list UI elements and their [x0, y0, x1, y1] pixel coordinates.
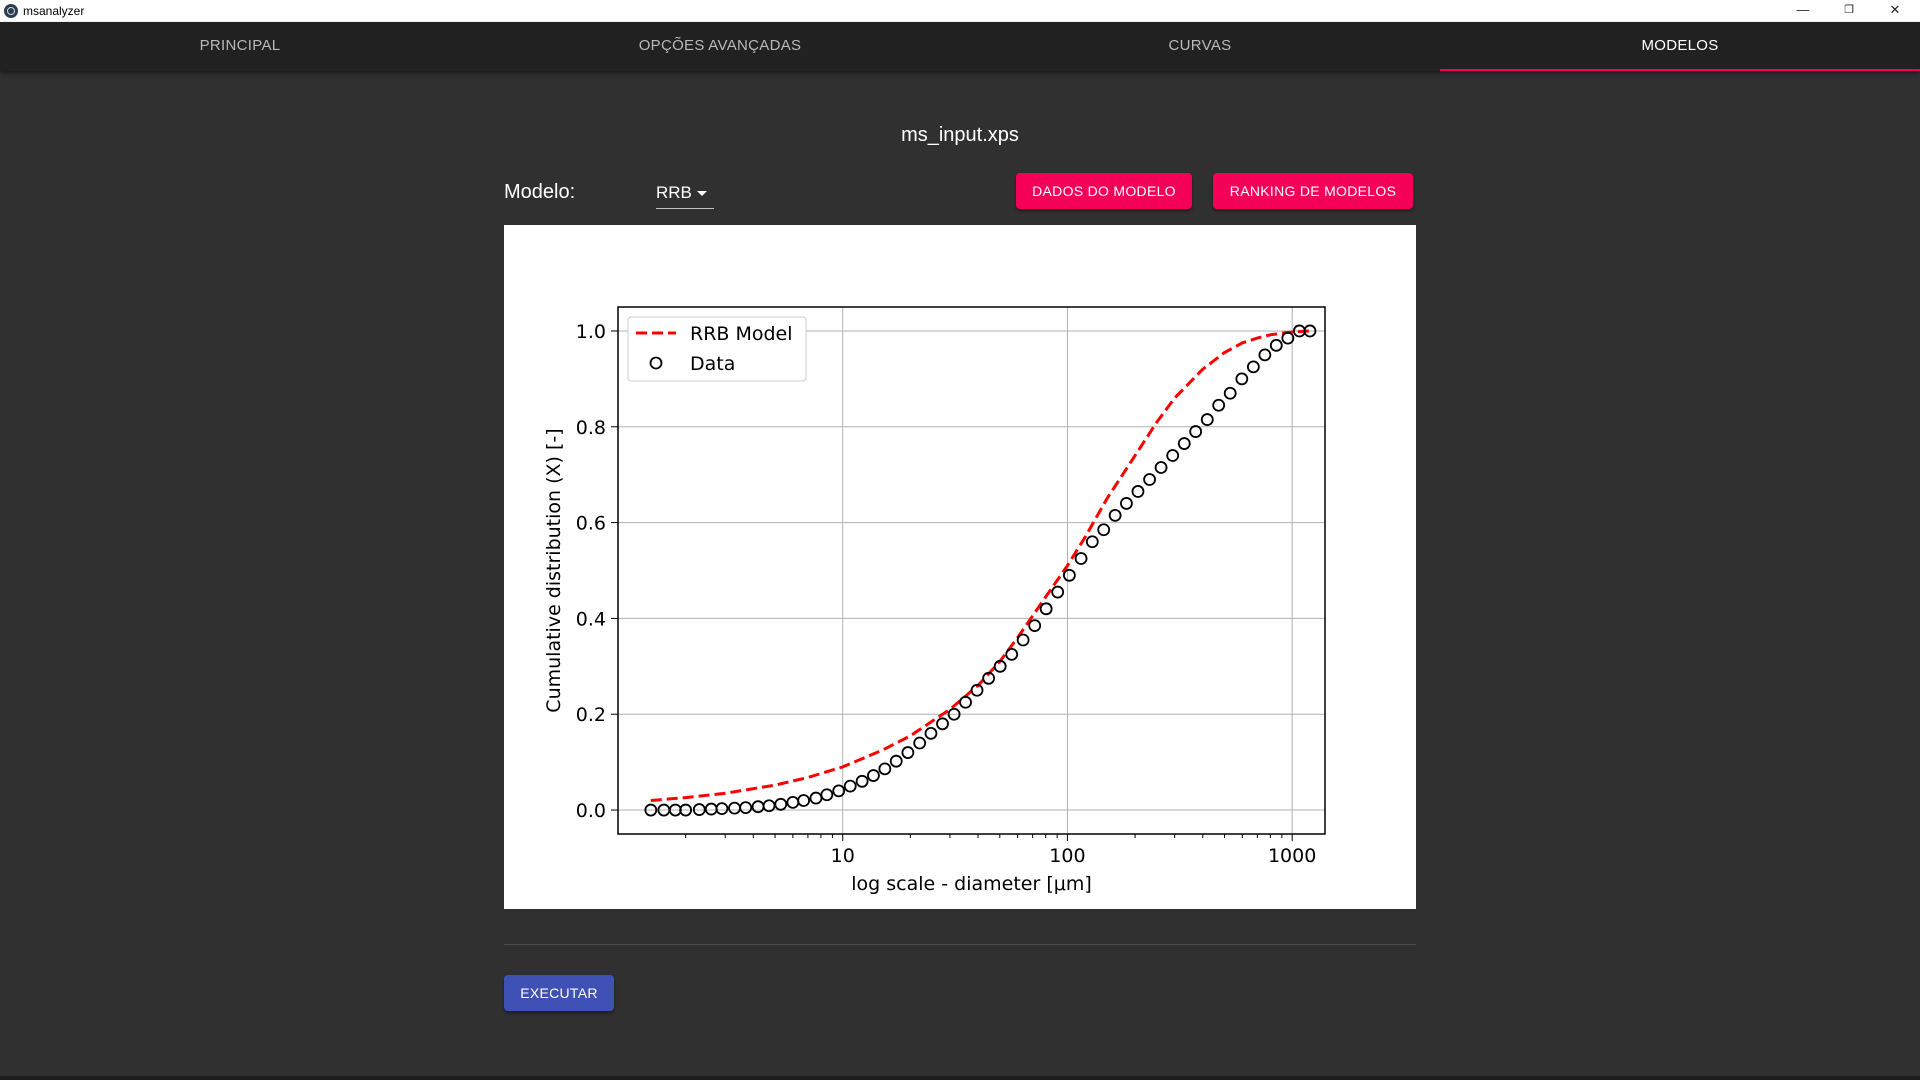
data-point	[878, 762, 892, 776]
rrb-model-curve	[650, 329, 1311, 802]
data-point	[1269, 338, 1283, 352]
y-tick-label: 0.4	[576, 608, 606, 630]
data-point	[832, 784, 846, 798]
data-point	[1085, 535, 1099, 549]
section-divider	[504, 944, 1416, 945]
model-ranking-button[interactable]: RANKING DE MODELOS	[1213, 173, 1413, 209]
data-point	[843, 779, 857, 793]
data-point	[1074, 552, 1088, 565]
data-point	[947, 707, 961, 721]
close-icon[interactable]: ✕	[1889, 2, 1901, 17]
legend-data-swatch	[649, 356, 663, 370]
data-point	[1177, 437, 1191, 450]
app-icon	[4, 4, 18, 18]
data-point	[1212, 398, 1226, 412]
chevron-down-icon	[697, 191, 707, 196]
data-point	[1108, 509, 1122, 522]
data-point	[1016, 633, 1030, 647]
data-point	[644, 803, 658, 817]
data-point	[774, 797, 788, 811]
data-point	[1143, 473, 1156, 486]
restore-icon[interactable]: ❐	[1844, 4, 1854, 16]
execute-button[interactable]: EXECUTAR	[504, 975, 614, 1011]
data-point	[1154, 461, 1168, 474]
data-point	[924, 726, 938, 740]
data-point	[797, 794, 811, 807]
data-point	[704, 802, 718, 816]
data-point	[1028, 619, 1042, 632]
model-select[interactable]: RRB	[656, 178, 714, 209]
model-select-value: RRB	[656, 183, 692, 202]
data-point	[1120, 497, 1133, 510]
data-point	[820, 788, 834, 802]
plot-frame	[617, 306, 1326, 835]
y-tick-label: 0.0	[576, 800, 606, 822]
model-plot-panel: 10 100 1000 0.0 0.2 0.4 0.6 0.8 1.0 log scale - d…	[504, 225, 1416, 909]
data-point	[1281, 331, 1295, 345]
data-point	[913, 736, 927, 750]
y-tick-label: 0.2	[576, 704, 606, 726]
data-point	[715, 802, 729, 816]
data-point	[1258, 348, 1272, 362]
minimize-icon[interactable]: —	[1796, 2, 1810, 17]
data-point	[867, 769, 880, 782]
data-point	[1235, 372, 1249, 386]
tab-bar: PRINCIPAL OPÇÕES AVANÇADAS CURVAS MODELO…	[0, 22, 1920, 71]
data-point	[1200, 413, 1214, 426]
data-point	[901, 746, 915, 759]
tab-principal[interactable]: PRINCIPAL	[199, 37, 281, 54]
window-bottom-edge	[0, 1076, 1920, 1080]
data-point	[1246, 360, 1260, 374]
data-point	[855, 774, 869, 788]
data-point	[993, 659, 1007, 673]
data-point	[692, 803, 706, 816]
x-tick-label: 1000	[1268, 845, 1316, 867]
tab-curvas[interactable]: CURVAS	[1168, 37, 1232, 54]
y-tick-label: 0.8	[576, 417, 606, 439]
data-point	[889, 754, 903, 768]
y-tick-label: 0.6	[576, 513, 606, 535]
data-point	[728, 801, 741, 815]
x-tick-label: 100	[1049, 845, 1085, 867]
legend-model-label: RRB Model	[690, 323, 793, 345]
file-name-title: ms_input.xps	[901, 124, 1019, 146]
data-point	[1039, 602, 1053, 616]
data-point	[1131, 485, 1145, 498]
data-point	[936, 717, 949, 731]
data-point	[982, 671, 996, 685]
data-point	[1097, 523, 1111, 537]
y-tick-label: 1.0	[576, 321, 606, 343]
data-point	[679, 803, 693, 817]
x-axis-label: log scale - diameter [μm]	[851, 873, 1092, 895]
active-tab-indicator	[1440, 69, 1920, 71]
data-point	[1062, 568, 1076, 582]
data-point	[959, 695, 972, 709]
data-point	[970, 683, 984, 697]
data-point	[1166, 449, 1180, 462]
data-point	[1303, 324, 1317, 338]
model-label: Modelo:	[504, 181, 576, 203]
tab-opcoes-avancadas[interactable]: OPÇÕES AVANÇADAS	[638, 37, 802, 54]
data-point	[786, 795, 800, 809]
legend-data-label: Data	[690, 353, 735, 375]
y-axis-label: Cumulative distribution (X) [-]	[543, 428, 565, 712]
model-fit-chart: 10 100 1000 0.0 0.2 0.4 0.6 0.8 1.0 log scale - d…	[543, 306, 1326, 895]
x-tick-label: 10	[831, 845, 855, 867]
model-data-button[interactable]: DADOS DO MODELO	[1016, 173, 1192, 209]
window-titlebar: msanalyzer — ❐ ✕	[0, 0, 1920, 22]
data-point	[1051, 585, 1065, 599]
data-point	[1005, 647, 1019, 661]
tab-modelos[interactable]: MODELOS	[1641, 37, 1719, 54]
data-point	[1223, 386, 1237, 400]
window-title: msanalyzer	[23, 4, 85, 18]
data-point	[739, 801, 753, 815]
data-point	[1189, 425, 1203, 438]
data-point	[809, 791, 823, 805]
